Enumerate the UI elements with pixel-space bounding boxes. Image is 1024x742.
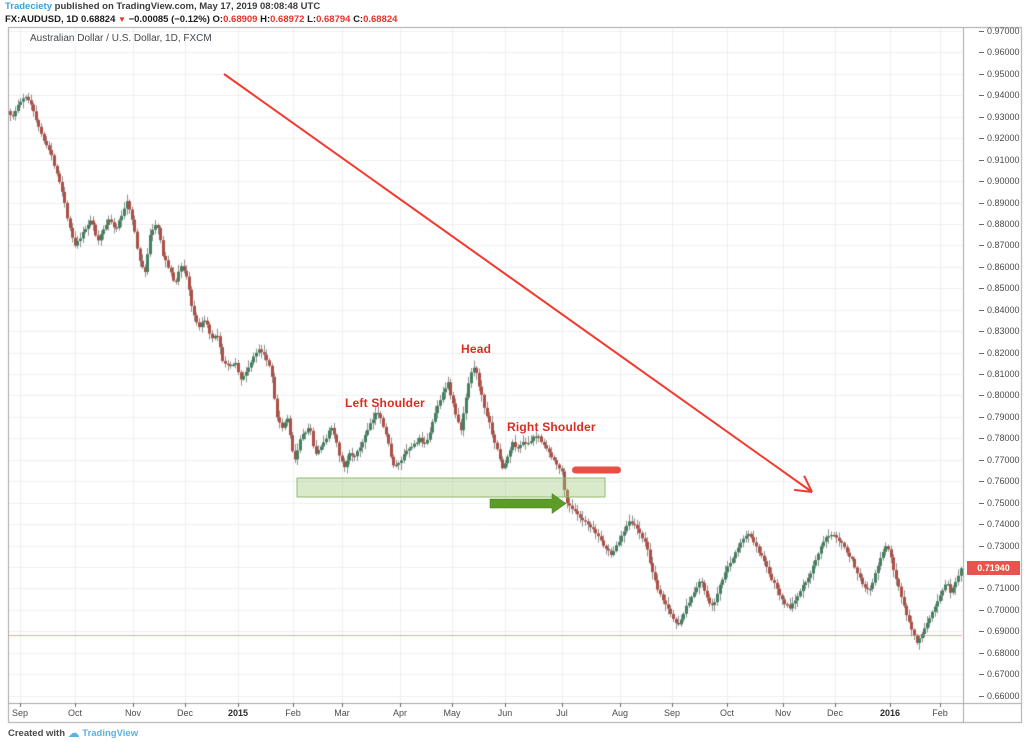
price-tick-label: 0.90000 bbox=[963, 176, 1021, 186]
byline: Tradeciety published on TradingView.com,… bbox=[5, 1, 397, 13]
time-tick-label: Nov bbox=[774, 708, 792, 718]
price-tick-label: 0.86000 bbox=[963, 262, 1021, 272]
price-axis[interactable]: 0.97000 0.96000 0.95000 0.94000 0.93000 0.920… bbox=[963, 26, 1021, 722]
price-tick-label: 0.97000 bbox=[963, 26, 1021, 36]
price-tick-label: 0.85000 bbox=[963, 283, 1021, 293]
price-tick-label: 0.75000 bbox=[963, 498, 1021, 508]
price-tick-label: 0.83000 bbox=[963, 326, 1021, 336]
time-tick-label: Feb bbox=[285, 708, 301, 718]
price-tick-label: 0.81000 bbox=[963, 369, 1021, 379]
price-tick-label: 0.92000 bbox=[963, 133, 1021, 143]
price-tick-label: 0.94000 bbox=[963, 90, 1021, 100]
price-tick-label: 0.69000 bbox=[963, 626, 1021, 636]
tradingview-brand-link[interactable]: TradingView bbox=[82, 728, 139, 739]
price-tick-label: 0.82000 bbox=[963, 348, 1021, 358]
change-value: −0.00085 (−0.12%) bbox=[128, 14, 210, 25]
footer-attribution: Created with ☁ TradingView bbox=[8, 726, 138, 740]
time-axis[interactable]: Sep Oct Nov Dec 2015 Feb Mar Apr May Jun Jul Aug Sep… bbox=[8, 703, 1021, 722]
price-tick-label: 0.70000 bbox=[963, 605, 1021, 615]
price-tick-label: 0.84000 bbox=[963, 305, 1021, 315]
time-tick-label: Oct bbox=[719, 708, 735, 718]
price-tick-label: 0.93000 bbox=[963, 112, 1021, 122]
last-price: 0.68824 bbox=[81, 14, 116, 25]
price-tick-label: 0.96000 bbox=[963, 47, 1021, 57]
time-tick-label: Sep bbox=[11, 708, 29, 718]
low-value: 0.68794 bbox=[316, 14, 351, 25]
time-tick-label: Aug bbox=[611, 708, 629, 718]
created-with-text: Created with bbox=[8, 728, 68, 739]
down-triangle-icon: ▼ bbox=[118, 15, 126, 24]
price-tick-label: 0.79000 bbox=[963, 412, 1021, 422]
time-tick-label: 2015 bbox=[227, 708, 249, 718]
time-tick-label: Apr bbox=[392, 708, 408, 718]
price-tick-label: 0.89000 bbox=[963, 198, 1021, 208]
price-tick-label: 0.95000 bbox=[963, 69, 1021, 79]
price-tick-label: 0.67000 bbox=[963, 669, 1021, 679]
high-label: H: bbox=[260, 14, 271, 25]
author-link[interactable]: Tradeciety bbox=[5, 1, 52, 12]
price-tick-label: 0.74000 bbox=[963, 519, 1021, 529]
price-tick-label: 0.80000 bbox=[963, 390, 1021, 400]
close-value: 0.68824 bbox=[363, 14, 398, 25]
time-tick-label: 2016 bbox=[879, 708, 901, 718]
price-tick-label: 0.88000 bbox=[963, 219, 1021, 229]
time-tick-label: Mar bbox=[334, 708, 350, 718]
publish-info: published on TradingView.com, May 17, 20… bbox=[52, 1, 321, 12]
snapshot-header: Tradeciety published on TradingView.com,… bbox=[5, 1, 397, 26]
symbol-readout: FX:AUDUSD, 1D 0.68824 ▼ −0.00085 (−0.12%… bbox=[5, 14, 397, 26]
head-annotation: Head bbox=[461, 342, 492, 356]
right-shoulder-annotation: Right Shoulder bbox=[507, 420, 596, 434]
price-tick-label: 0.71000 bbox=[963, 583, 1021, 593]
chart-title: Australian Dollar / U.S. Dollar, 1D, FXC… bbox=[30, 33, 212, 44]
time-tick-label: Sep bbox=[663, 708, 681, 718]
price-tick-label: 0.87000 bbox=[963, 240, 1021, 250]
time-tick-label: Jul bbox=[556, 708, 568, 718]
time-tick-label: Jun bbox=[497, 708, 513, 718]
time-tick-label: Feb bbox=[932, 708, 948, 718]
price-tick-label: 0.91000 bbox=[963, 155, 1021, 165]
open-label: O: bbox=[212, 14, 224, 25]
tradingview-cloud-icon: ☁ bbox=[67, 726, 80, 740]
time-tick-label: Dec bbox=[826, 708, 844, 718]
last-price-axis-label: 0.71940 bbox=[967, 561, 1020, 575]
time-tick-label: Dec bbox=[176, 708, 194, 718]
time-tick-label: May bbox=[443, 708, 461, 718]
open-value: 0.68909 bbox=[223, 14, 258, 25]
left-shoulder-annotation: Left Shoulder bbox=[345, 396, 425, 410]
price-tick-label: 0.66000 bbox=[963, 691, 1021, 701]
symbol-label[interactable]: FX:AUDUSD, 1D bbox=[5, 14, 79, 25]
time-tick-label: Oct bbox=[67, 708, 83, 718]
price-tick-label: 0.76000 bbox=[963, 476, 1021, 486]
price-tick-label: 0.68000 bbox=[963, 648, 1021, 658]
price-tick-label: 0.73000 bbox=[963, 541, 1021, 551]
close-label: C: bbox=[353, 14, 364, 25]
high-value: 0.68972 bbox=[270, 14, 305, 25]
low-label: L: bbox=[307, 14, 317, 25]
price-tick-label: 0.77000 bbox=[963, 455, 1021, 465]
time-tick-label: Nov bbox=[124, 708, 142, 718]
price-tick-label: 0.78000 bbox=[963, 433, 1021, 443]
